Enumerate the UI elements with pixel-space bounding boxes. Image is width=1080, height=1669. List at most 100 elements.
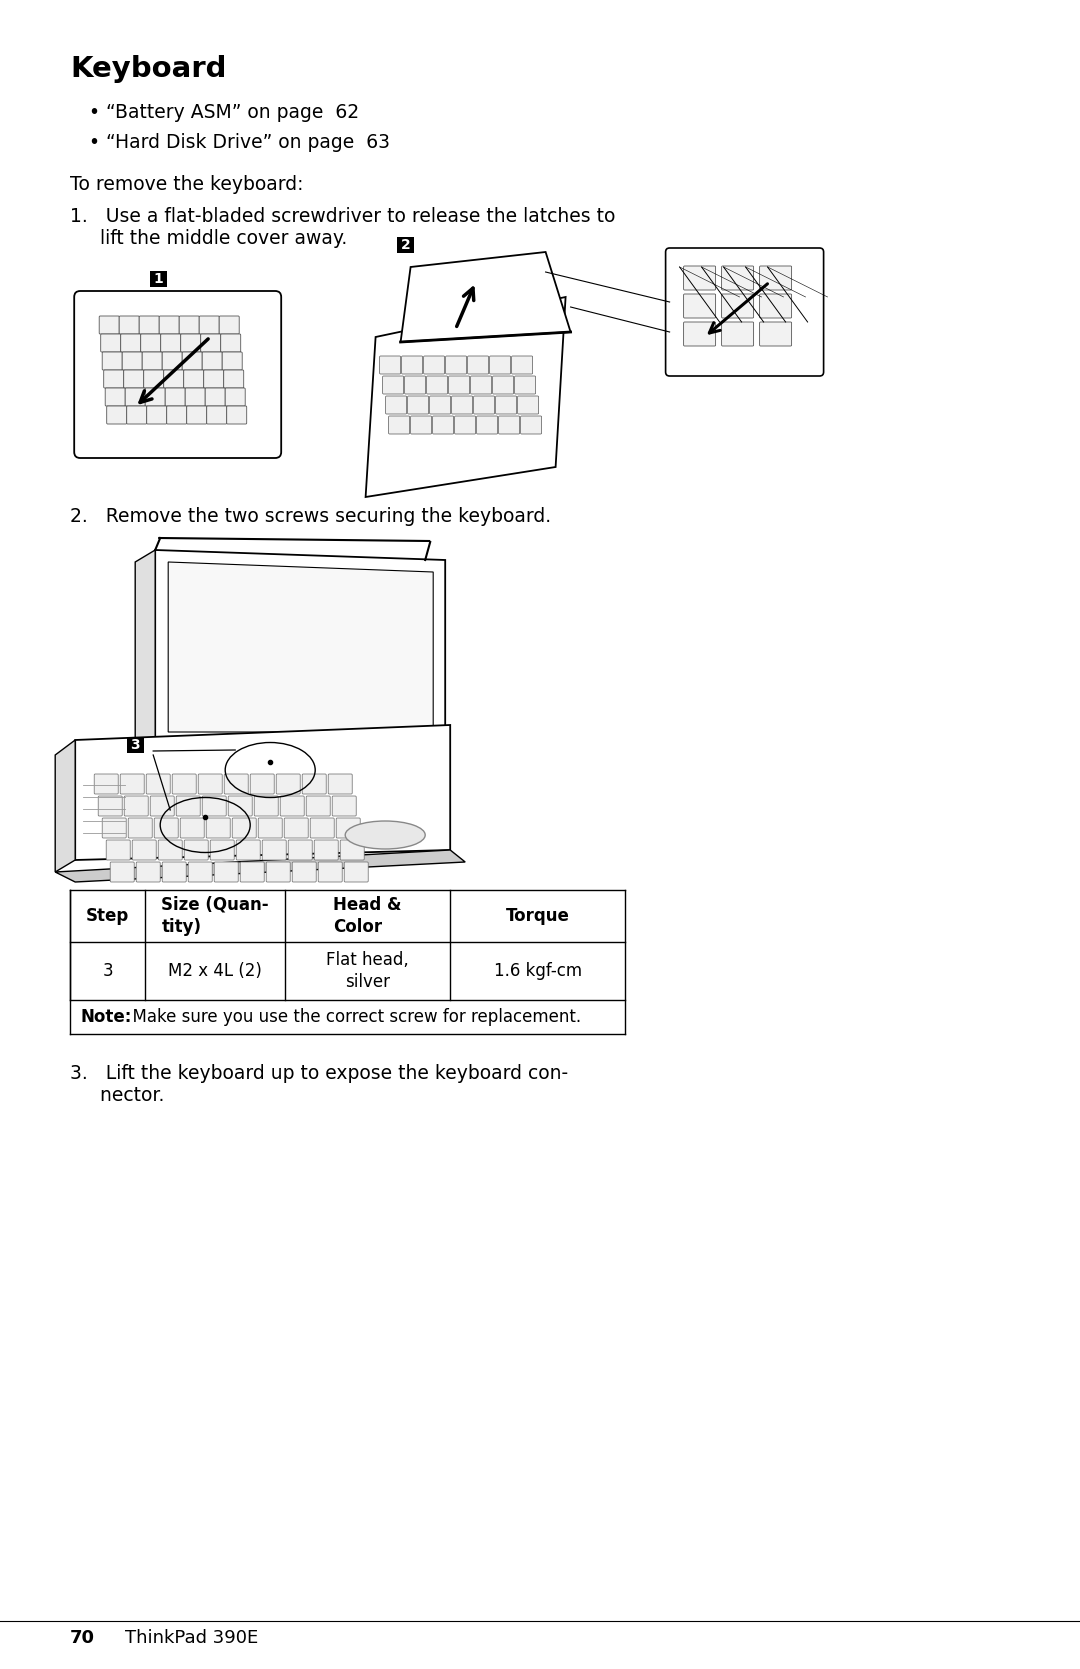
Text: Torque: Torque [505,906,569,925]
FancyBboxPatch shape [150,796,174,816]
FancyBboxPatch shape [288,840,312,860]
Text: “Battery ASM” on page  62: “Battery ASM” on page 62 [106,103,360,122]
Polygon shape [401,252,570,342]
FancyBboxPatch shape [187,406,206,424]
FancyBboxPatch shape [179,315,199,334]
FancyBboxPatch shape [386,396,406,414]
FancyBboxPatch shape [121,334,140,352]
FancyBboxPatch shape [162,352,183,371]
FancyBboxPatch shape [199,774,222,794]
Text: Make sure you use the correct screw for replacement.: Make sure you use the correct screw for … [122,1008,581,1026]
FancyBboxPatch shape [202,796,226,816]
FancyBboxPatch shape [240,861,265,881]
FancyBboxPatch shape [665,249,824,376]
FancyBboxPatch shape [471,376,491,394]
FancyBboxPatch shape [140,334,161,352]
FancyBboxPatch shape [225,774,248,794]
FancyBboxPatch shape [307,796,330,816]
FancyBboxPatch shape [407,396,429,414]
FancyBboxPatch shape [202,352,222,371]
FancyBboxPatch shape [402,355,422,374]
Polygon shape [76,724,450,860]
FancyBboxPatch shape [219,315,239,334]
FancyBboxPatch shape [98,796,122,816]
FancyBboxPatch shape [517,396,539,414]
Polygon shape [55,850,465,881]
Text: 3: 3 [131,738,140,753]
FancyBboxPatch shape [262,840,286,860]
FancyBboxPatch shape [172,774,197,794]
Text: ThinkPad 390E: ThinkPad 390E [125,1629,258,1647]
FancyBboxPatch shape [100,334,121,352]
FancyBboxPatch shape [759,322,792,345]
Text: Note:: Note: [80,1008,132,1026]
FancyBboxPatch shape [75,290,281,457]
FancyBboxPatch shape [166,406,187,424]
FancyBboxPatch shape [433,416,454,434]
FancyBboxPatch shape [224,371,244,387]
FancyBboxPatch shape [455,416,475,434]
FancyBboxPatch shape [319,861,342,881]
FancyBboxPatch shape [759,294,792,319]
FancyBboxPatch shape [136,861,160,881]
FancyBboxPatch shape [204,371,224,387]
FancyBboxPatch shape [199,315,219,334]
FancyBboxPatch shape [104,371,124,387]
FancyBboxPatch shape [122,352,143,371]
FancyBboxPatch shape [211,840,234,860]
FancyBboxPatch shape [145,387,165,406]
FancyBboxPatch shape [254,796,279,816]
FancyBboxPatch shape [721,294,754,319]
FancyBboxPatch shape [333,796,356,816]
Text: 1.   Use a flat-bladed screwdriver to release the latches to: 1. Use a flat-bladed screwdriver to rele… [70,207,616,225]
FancyBboxPatch shape [150,270,166,287]
FancyBboxPatch shape [474,396,495,414]
FancyBboxPatch shape [180,334,201,352]
FancyBboxPatch shape [103,352,122,371]
FancyBboxPatch shape [336,818,361,838]
FancyBboxPatch shape [489,355,511,374]
FancyBboxPatch shape [314,840,338,860]
Text: “Hard Disk Drive” on page  63: “Hard Disk Drive” on page 63 [106,134,390,152]
FancyBboxPatch shape [227,406,246,424]
FancyBboxPatch shape [684,294,716,319]
FancyBboxPatch shape [759,265,792,290]
FancyBboxPatch shape [214,861,239,881]
FancyBboxPatch shape [144,371,164,387]
FancyBboxPatch shape [521,416,541,434]
FancyBboxPatch shape [476,416,498,434]
Polygon shape [366,297,566,497]
FancyBboxPatch shape [397,237,414,254]
FancyBboxPatch shape [379,355,401,374]
FancyBboxPatch shape [94,774,118,794]
Text: lift the middle cover away.: lift the middle cover away. [70,229,348,249]
FancyBboxPatch shape [721,265,754,290]
Text: Size (Quan-
tity): Size (Quan- tity) [161,896,269,936]
FancyBboxPatch shape [125,387,145,406]
FancyBboxPatch shape [382,376,404,394]
FancyBboxPatch shape [280,796,305,816]
FancyBboxPatch shape [139,315,159,334]
FancyBboxPatch shape [448,376,470,394]
FancyBboxPatch shape [206,818,230,838]
FancyBboxPatch shape [451,396,473,414]
FancyBboxPatch shape [103,818,126,838]
FancyBboxPatch shape [228,796,253,816]
FancyBboxPatch shape [232,818,256,838]
Text: 3: 3 [103,961,113,980]
Text: M2 x 4L (2): M2 x 4L (2) [168,961,262,980]
FancyBboxPatch shape [165,387,185,406]
FancyBboxPatch shape [126,736,144,753]
Ellipse shape [346,821,426,850]
FancyBboxPatch shape [514,376,536,394]
FancyBboxPatch shape [276,774,300,794]
Text: 2.   Remove the two screws securing the keyboard.: 2. Remove the two screws securing the ke… [70,507,551,526]
FancyBboxPatch shape [185,840,208,860]
FancyBboxPatch shape [302,774,326,794]
Polygon shape [135,551,156,758]
FancyBboxPatch shape [162,861,186,881]
FancyBboxPatch shape [222,352,242,371]
FancyBboxPatch shape [183,352,202,371]
FancyBboxPatch shape [164,371,184,387]
FancyBboxPatch shape [389,416,409,434]
